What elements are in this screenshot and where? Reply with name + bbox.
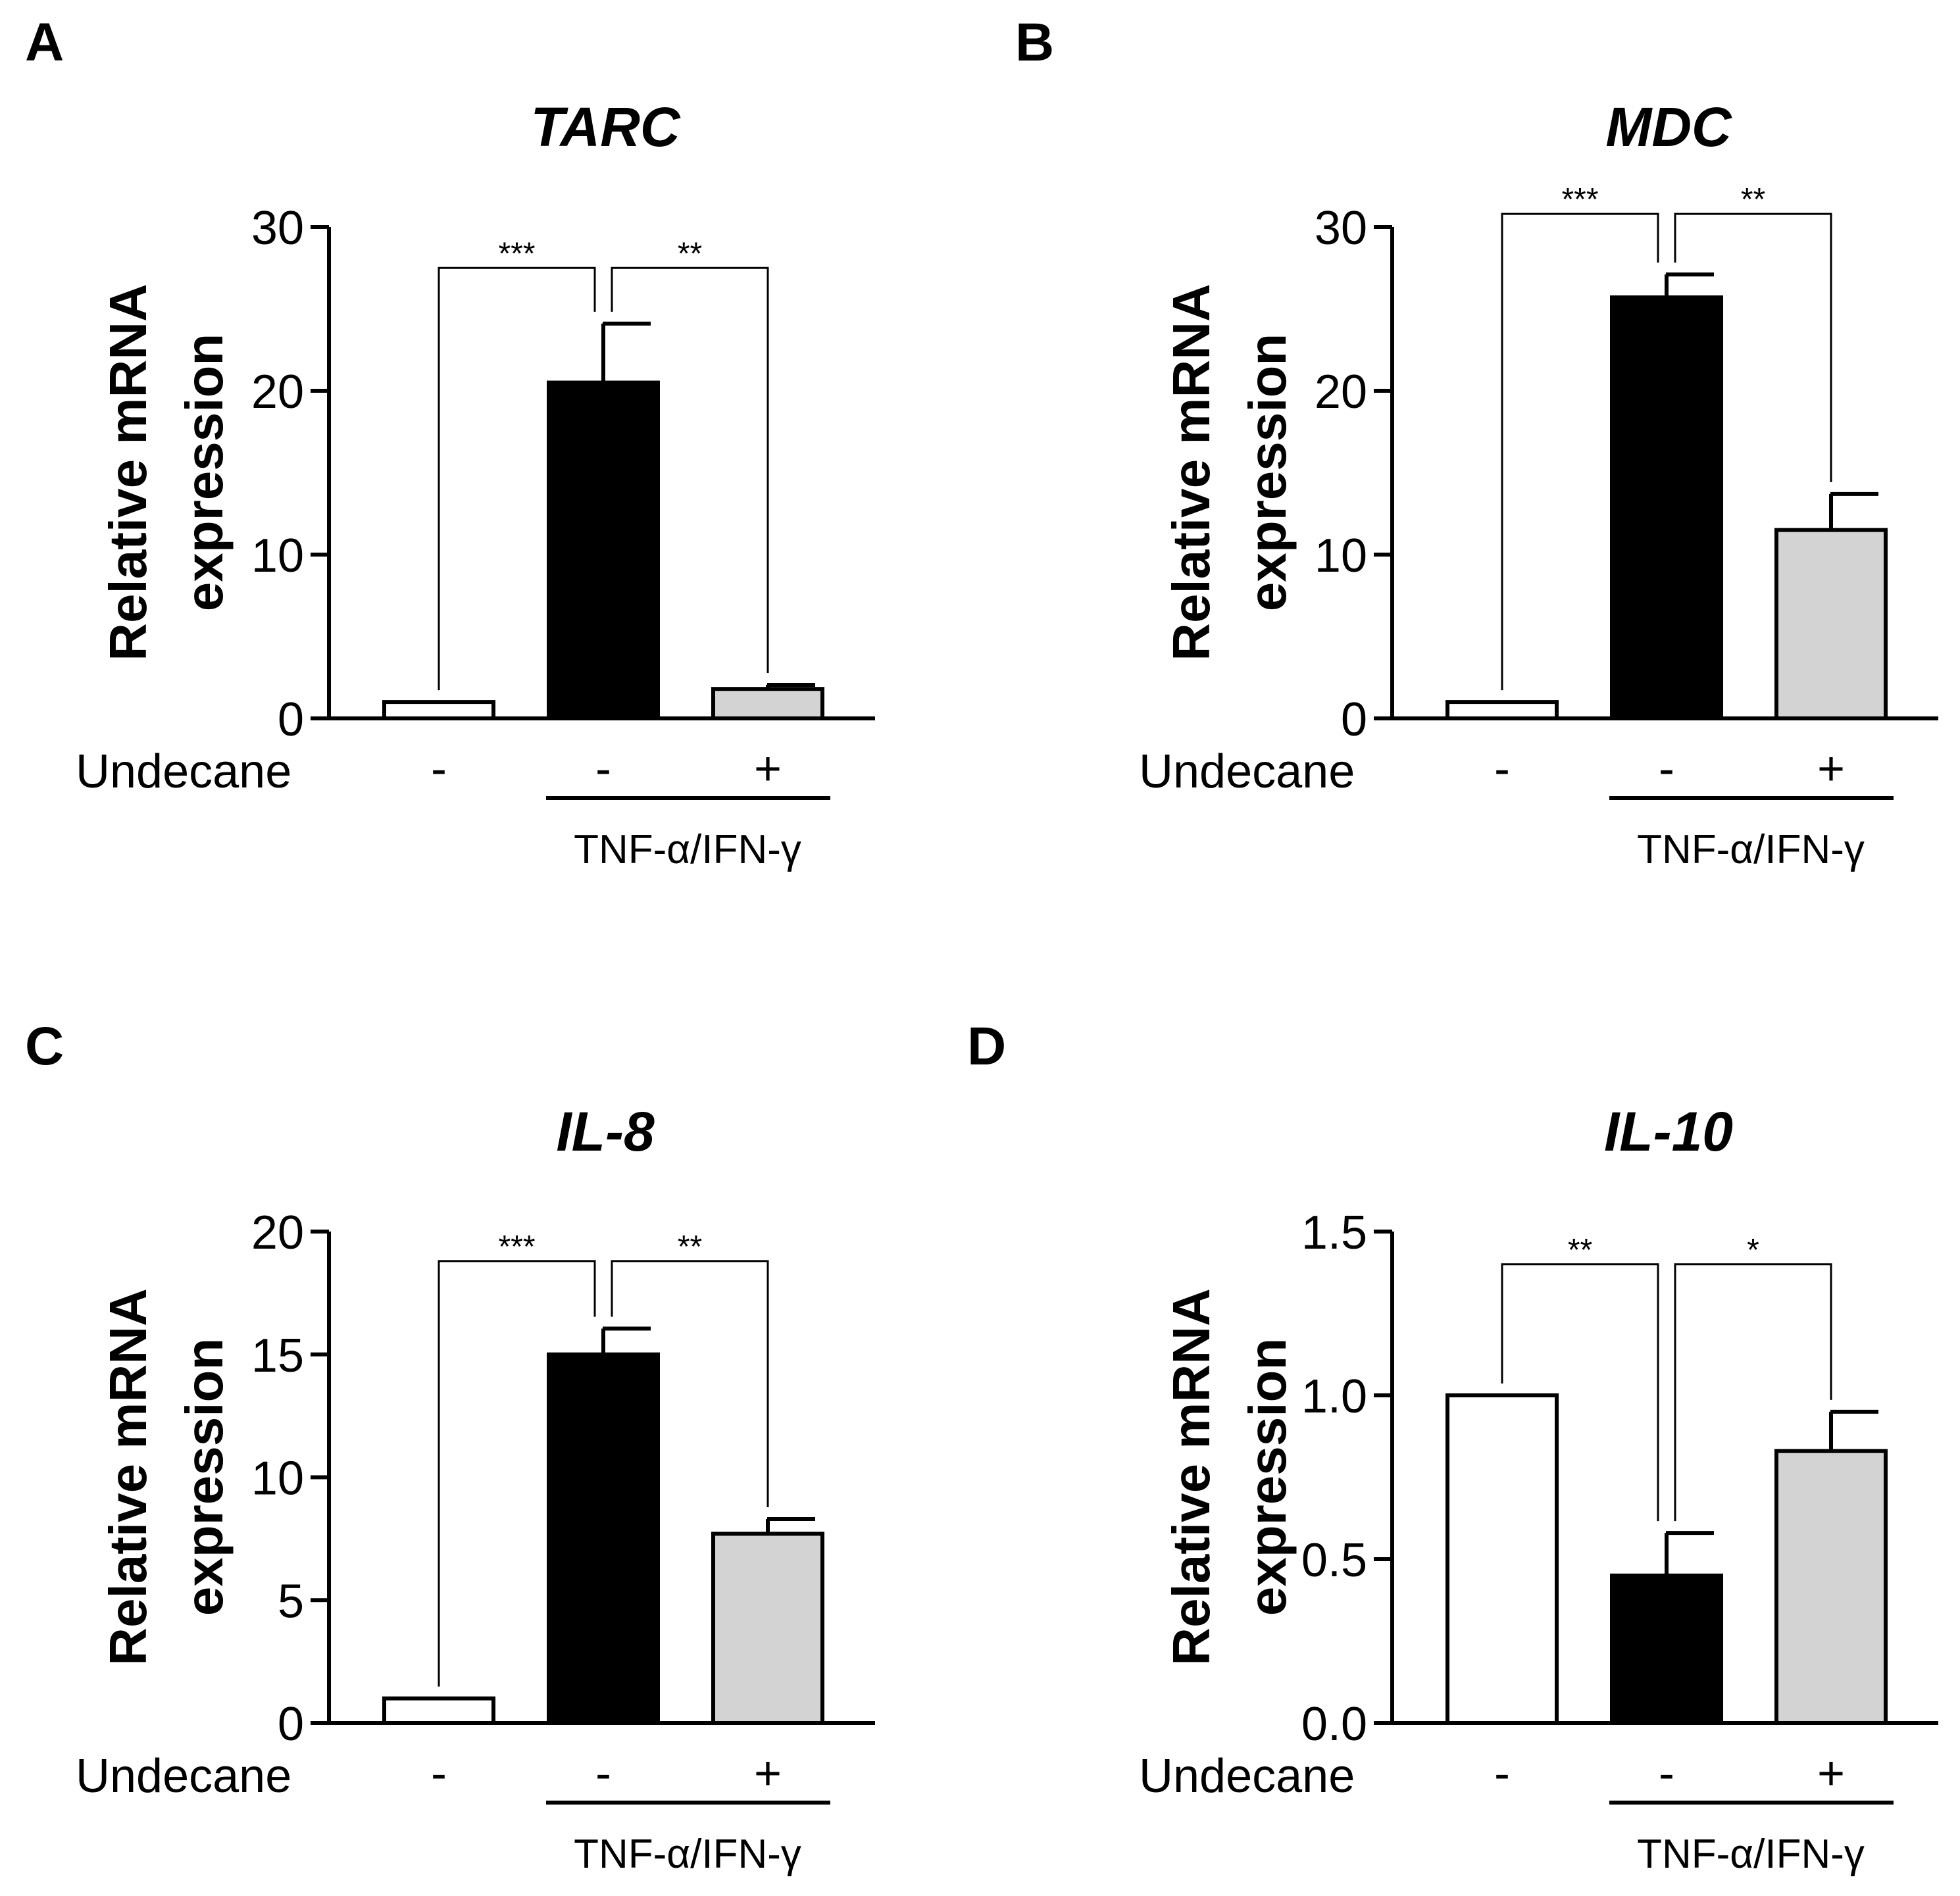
- bar: [547, 380, 660, 720]
- category-label: +: [754, 743, 782, 795]
- significance-bracket: [1674, 212, 1832, 482]
- y-tick-label: 0.5: [1301, 1534, 1367, 1587]
- y-tick-label: 0: [1341, 693, 1367, 746]
- bar: [1610, 1573, 1723, 1726]
- category-label: -: [1494, 743, 1510, 795]
- y-axis-label: expression: [175, 334, 234, 611]
- chart-title: TARC: [530, 96, 680, 158]
- category-label: -: [431, 1747, 447, 1800]
- significance-bracket: [611, 1260, 769, 1507]
- significance-label: **: [1741, 182, 1765, 217]
- y-axis-label: expression: [1238, 1338, 1297, 1616]
- significance-bracket: [1501, 1263, 1659, 1522]
- significance-label: *: [1747, 1233, 1759, 1268]
- bar: [547, 1352, 660, 1725]
- bar: [1445, 1393, 1559, 1725]
- category-label: -: [595, 1747, 611, 1800]
- significance-bracket: [438, 1260, 596, 1687]
- group-label: TNF-α/IFN-γ: [574, 1832, 801, 1877]
- y-tick-label: 0: [278, 1698, 304, 1751]
- category-label: +: [754, 1747, 782, 1800]
- category-label: +: [1817, 1747, 1845, 1800]
- y-tick-label: 20: [251, 1207, 304, 1259]
- bar: [382, 700, 495, 720]
- chart-title: IL-10: [1604, 1101, 1733, 1162]
- significance-bracket: [438, 266, 596, 691]
- group-label: TNF-α/IFN-γ: [1637, 1832, 1865, 1877]
- y-tick-label: 15: [251, 1330, 304, 1382]
- bar: [711, 1532, 824, 1726]
- row-label: Undecane: [1139, 1750, 1355, 1803]
- y-axis-label: expression: [175, 1338, 234, 1616]
- category-label: -: [1659, 743, 1674, 795]
- y-axis-label: Relative mRNA: [1162, 1288, 1220, 1666]
- significance-bracket: [1674, 1263, 1832, 1522]
- significance-label: **: [678, 1230, 702, 1264]
- bar: [1445, 700, 1559, 720]
- row-label: Undecane: [76, 745, 291, 798]
- row-label: Undecane: [76, 1750, 291, 1803]
- chart-title: IL-8: [556, 1101, 655, 1162]
- y-tick-label: 10: [251, 530, 304, 582]
- significance-label: ***: [498, 1230, 535, 1264]
- y-tick-label: 1.0: [1301, 1370, 1367, 1423]
- y-tick-label: 0.0: [1301, 1698, 1367, 1751]
- y-tick-label: 20: [1315, 366, 1367, 418]
- y-axis-label: Relative mRNA: [99, 284, 157, 661]
- y-tick-label: 10: [251, 1453, 304, 1505]
- bar: [711, 687, 824, 721]
- y-axis-label: expression: [1238, 334, 1297, 611]
- panel-letter: A: [25, 12, 64, 72]
- bar: [1774, 1449, 1888, 1725]
- significance-bracket: [1501, 212, 1659, 691]
- significance-bracket: [611, 266, 769, 673]
- y-axis-label: Relative mRNA: [1162, 284, 1220, 661]
- y-tick-label: 30: [251, 202, 304, 255]
- bar: [382, 1696, 495, 1726]
- y-tick-label: 1.5: [1301, 1207, 1367, 1259]
- group-label: TNF-α/IFN-γ: [574, 827, 801, 872]
- group-label: TNF-α/IFN-γ: [1637, 827, 1865, 872]
- panel-letter: C: [25, 1016, 64, 1076]
- category-label: -: [431, 743, 447, 795]
- significance-label: ***: [498, 236, 535, 271]
- y-tick-label: 0: [278, 693, 304, 746]
- category-label: +: [1817, 743, 1845, 795]
- chart-title: MDC: [1605, 96, 1732, 158]
- row-label: Undecane: [1139, 745, 1355, 798]
- y-tick-label: 20: [251, 366, 304, 418]
- significance-label: **: [1568, 1233, 1592, 1268]
- category-label: -: [1494, 1747, 1510, 1800]
- bar: [1610, 295, 1723, 720]
- bar: [1774, 528, 1888, 721]
- significance-label: ***: [1561, 182, 1598, 217]
- category-label: -: [1659, 1747, 1674, 1800]
- y-tick-label: 5: [278, 1575, 304, 1628]
- panel-letter: B: [1015, 12, 1054, 72]
- category-label: -: [595, 743, 611, 795]
- panel-letter: D: [967, 1016, 1006, 1076]
- chart-panel-d: D IL-10 Relative mRNA expression 0.0 0.5 1.0 1.…: [967, 1016, 1938, 1877]
- y-tick-label: 10: [1315, 530, 1367, 582]
- significance-label: **: [678, 236, 702, 271]
- y-axis-label: Relative mRNA: [99, 1288, 157, 1666]
- y-tick-label: 30: [1315, 202, 1367, 255]
